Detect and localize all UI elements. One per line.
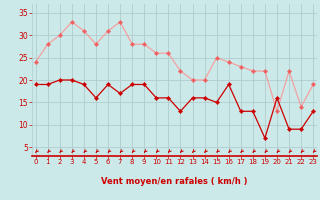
X-axis label: Vent moyen/en rafales ( km/h ): Vent moyen/en rafales ( km/h )	[101, 177, 248, 186]
